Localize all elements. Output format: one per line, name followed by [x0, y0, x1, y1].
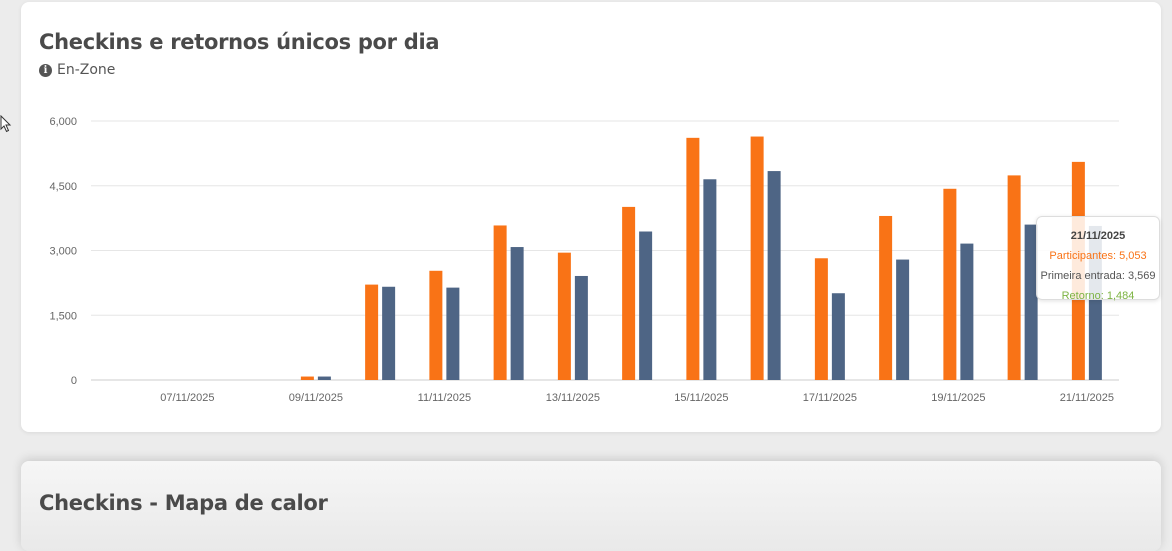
x-tick-label: 19/11/2025: [931, 392, 985, 404]
bar[interactable]: [429, 270, 443, 380]
mouse-cursor-icon: [0, 115, 12, 133]
y-tick-label: 6,000: [49, 116, 77, 128]
y-tick-label: 3,000: [49, 246, 77, 258]
bar[interactable]: [960, 243, 974, 380]
bar[interactable]: [510, 247, 524, 380]
x-tick-label: 09/11/2025: [289, 392, 343, 404]
x-tick-label: 07/11/2025: [160, 392, 214, 404]
bar[interactable]: [814, 258, 828, 380]
bar[interactable]: [686, 137, 700, 380]
y-tick-label: 0: [71, 375, 77, 387]
bar[interactable]: [1024, 224, 1038, 380]
x-tick-label: 15/11/2025: [674, 392, 728, 404]
bar[interactable]: [574, 275, 588, 380]
tooltip-primeira-entrada: Primeira entrada: 3,569: [1040, 270, 1156, 282]
bar[interactable]: [831, 293, 845, 380]
bar[interactable]: [557, 252, 571, 380]
card-subtitle: i En-Zone: [39, 62, 115, 78]
tooltip-retorno: Retorno: 1,484: [1061, 290, 1135, 302]
info-circle-icon[interactable]: i: [39, 63, 52, 77]
card-title: Checkins e retornos únicos por dia: [39, 30, 440, 54]
tooltip-participantes: Participantes: 5,053: [1049, 250, 1147, 262]
bar[interactable]: [446, 287, 460, 380]
bar[interactable]: [382, 286, 396, 380]
bar[interactable]: [365, 284, 379, 380]
bar[interactable]: [300, 376, 314, 380]
y-tick-label: 1,500: [49, 310, 77, 322]
x-tick-label: 17/11/2025: [803, 392, 857, 404]
bar[interactable]: [639, 231, 653, 380]
chart-card: Checkins e retornos únicos por dia i En-…: [21, 2, 1161, 432]
bar[interactable]: [943, 188, 957, 380]
chart-tooltip: 21/11/2025 Participantes: 5,053 Primeira…: [1036, 216, 1160, 302]
bar[interactable]: [493, 225, 507, 380]
bar[interactable]: [317, 376, 331, 380]
x-tick-label: 11/11/2025: [418, 392, 471, 404]
bar[interactable]: [767, 171, 781, 380]
bar[interactable]: [1007, 175, 1021, 380]
tooltip-date: 21/11/2025: [1070, 230, 1126, 242]
heatmap-card-title: Checkins - Mapa de calor: [39, 491, 328, 515]
bar[interactable]: [622, 206, 636, 380]
x-tick-label: 21/11/2025: [1060, 392, 1114, 404]
y-tick-label: 4,500: [49, 181, 77, 193]
heatmap-card: Checkins - Mapa de calor: [21, 461, 1161, 551]
bar[interactable]: [750, 136, 764, 380]
bar-chart: 0 1,500 3,000 4,500 6,000 07/11/2025 09/11/202…: [49, 116, 1119, 404]
bar[interactable]: [703, 179, 717, 380]
bar[interactable]: [879, 215, 893, 380]
x-tick-label: 13/11/2025: [546, 392, 600, 404]
bar[interactable]: [896, 259, 910, 380]
subtitle-text: En-Zone: [57, 62, 116, 78]
